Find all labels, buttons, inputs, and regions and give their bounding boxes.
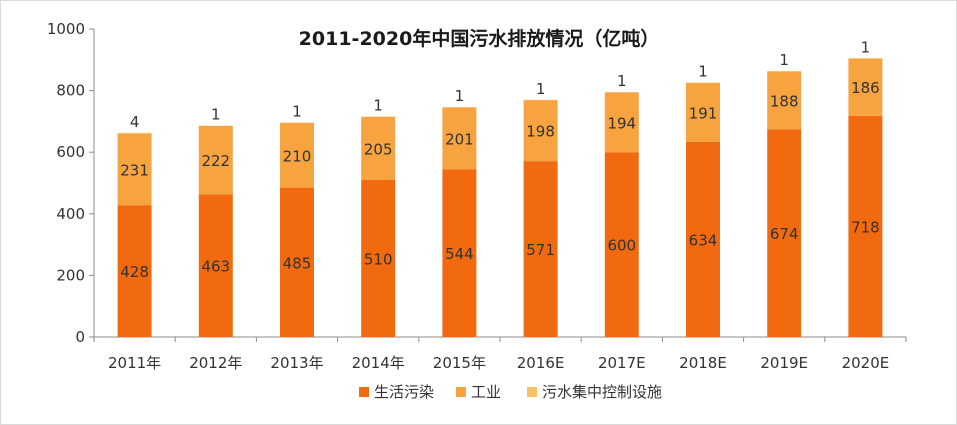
data-label: 191 <box>689 104 718 122</box>
x-tick-label: 2012年 <box>189 354 242 372</box>
legend-label: 污水集中控制设施 <box>542 383 662 401</box>
bar-segment <box>442 169 477 337</box>
data-label: 201 <box>445 130 474 148</box>
bar-segment <box>280 122 314 188</box>
bar-segment <box>848 58 883 116</box>
x-tick-label: 2018E <box>679 354 727 372</box>
bar-segment <box>280 187 314 337</box>
bar-segment <box>767 71 802 130</box>
data-label: 198 <box>526 123 555 141</box>
bars <box>117 58 883 337</box>
legend-label: 工业 <box>471 383 501 401</box>
bar-segment <box>686 82 720 142</box>
data-label: 4 <box>130 113 140 131</box>
x-tick-label: 2017E <box>598 354 646 372</box>
y-tick-label: 1000 <box>47 20 85 38</box>
bar-segment <box>604 152 639 337</box>
x-tick-label: 2020E <box>842 354 890 372</box>
y-tick-label: 0 <box>75 328 85 346</box>
y-tick-label: 400 <box>56 205 85 223</box>
legend: 生活污染 工业 污水集中控制设施 <box>359 383 662 401</box>
data-label: 1 <box>373 96 383 114</box>
data-label: 428 <box>120 263 149 281</box>
data-label: 186 <box>851 79 880 97</box>
bar-segment <box>767 129 802 337</box>
data-label: 1 <box>455 87 465 105</box>
data-label: 188 <box>770 92 799 110</box>
data-label: 222 <box>201 152 230 170</box>
legend-swatch <box>359 387 369 397</box>
bar-segment <box>848 115 883 337</box>
bar-segment <box>361 179 396 337</box>
y-tick-label: 600 <box>56 143 85 161</box>
data-label: 674 <box>770 225 799 243</box>
data-label: 205 <box>364 140 393 158</box>
bar-segment <box>442 107 477 170</box>
x-tick-label: 2019E <box>760 354 808 372</box>
bar-segment <box>117 134 152 206</box>
bar-segment <box>604 92 639 153</box>
legend-label: 生活污染 <box>374 383 434 401</box>
data-label: 1 <box>861 38 871 56</box>
data-label: 1 <box>292 103 302 121</box>
data-label: 1 <box>211 106 221 124</box>
bar-segment <box>523 100 558 162</box>
bar-segment <box>198 194 233 337</box>
data-label: 194 <box>607 114 636 132</box>
data-labels: 428 231 4 463 222 1 485 210 1 510 205 1 544 201 1 571 19… <box>120 38 879 281</box>
data-label: 510 <box>364 250 393 268</box>
bar-segment <box>117 132 152 135</box>
data-label: 231 <box>120 162 149 180</box>
data-label: 1 <box>779 51 789 69</box>
x-tick-label: 2013年 <box>270 354 323 372</box>
data-label: 718 <box>851 218 880 236</box>
x-tick-label: 2014年 <box>352 354 405 372</box>
data-label: 1 <box>698 63 708 81</box>
data-label: 634 <box>689 231 718 249</box>
data-label: 544 <box>445 245 474 263</box>
data-label: 571 <box>526 241 555 259</box>
data-label: 600 <box>607 237 636 255</box>
x-tick-label: 2016E <box>517 354 565 372</box>
bar-segment <box>361 116 396 180</box>
chart-title: 2011-2020年中国污水排放情况（亿吨） <box>299 27 660 50</box>
x-axis: 2011年 2012年 2013年 2014年 2015年 2016E 2017E 2018E… <box>93 336 907 372</box>
data-label: 485 <box>283 254 312 272</box>
legend-swatch <box>456 387 466 397</box>
bar-segment <box>198 126 233 195</box>
x-tick-label: 2011年 <box>108 354 161 372</box>
data-label: 463 <box>201 258 230 276</box>
data-label: 210 <box>283 147 312 165</box>
y-axis: 0 200 400 600 800 1000 <box>47 20 95 346</box>
data-label: 1 <box>536 80 546 98</box>
bar-segment <box>523 161 558 337</box>
x-tick-label: 2015年 <box>433 354 486 372</box>
bar-segment <box>117 205 152 337</box>
data-label: 1 <box>617 72 627 90</box>
legend-swatch <box>527 387 537 397</box>
bar-segment <box>686 141 720 337</box>
y-tick-label: 800 <box>56 82 85 100</box>
y-tick-label: 200 <box>56 266 85 284</box>
